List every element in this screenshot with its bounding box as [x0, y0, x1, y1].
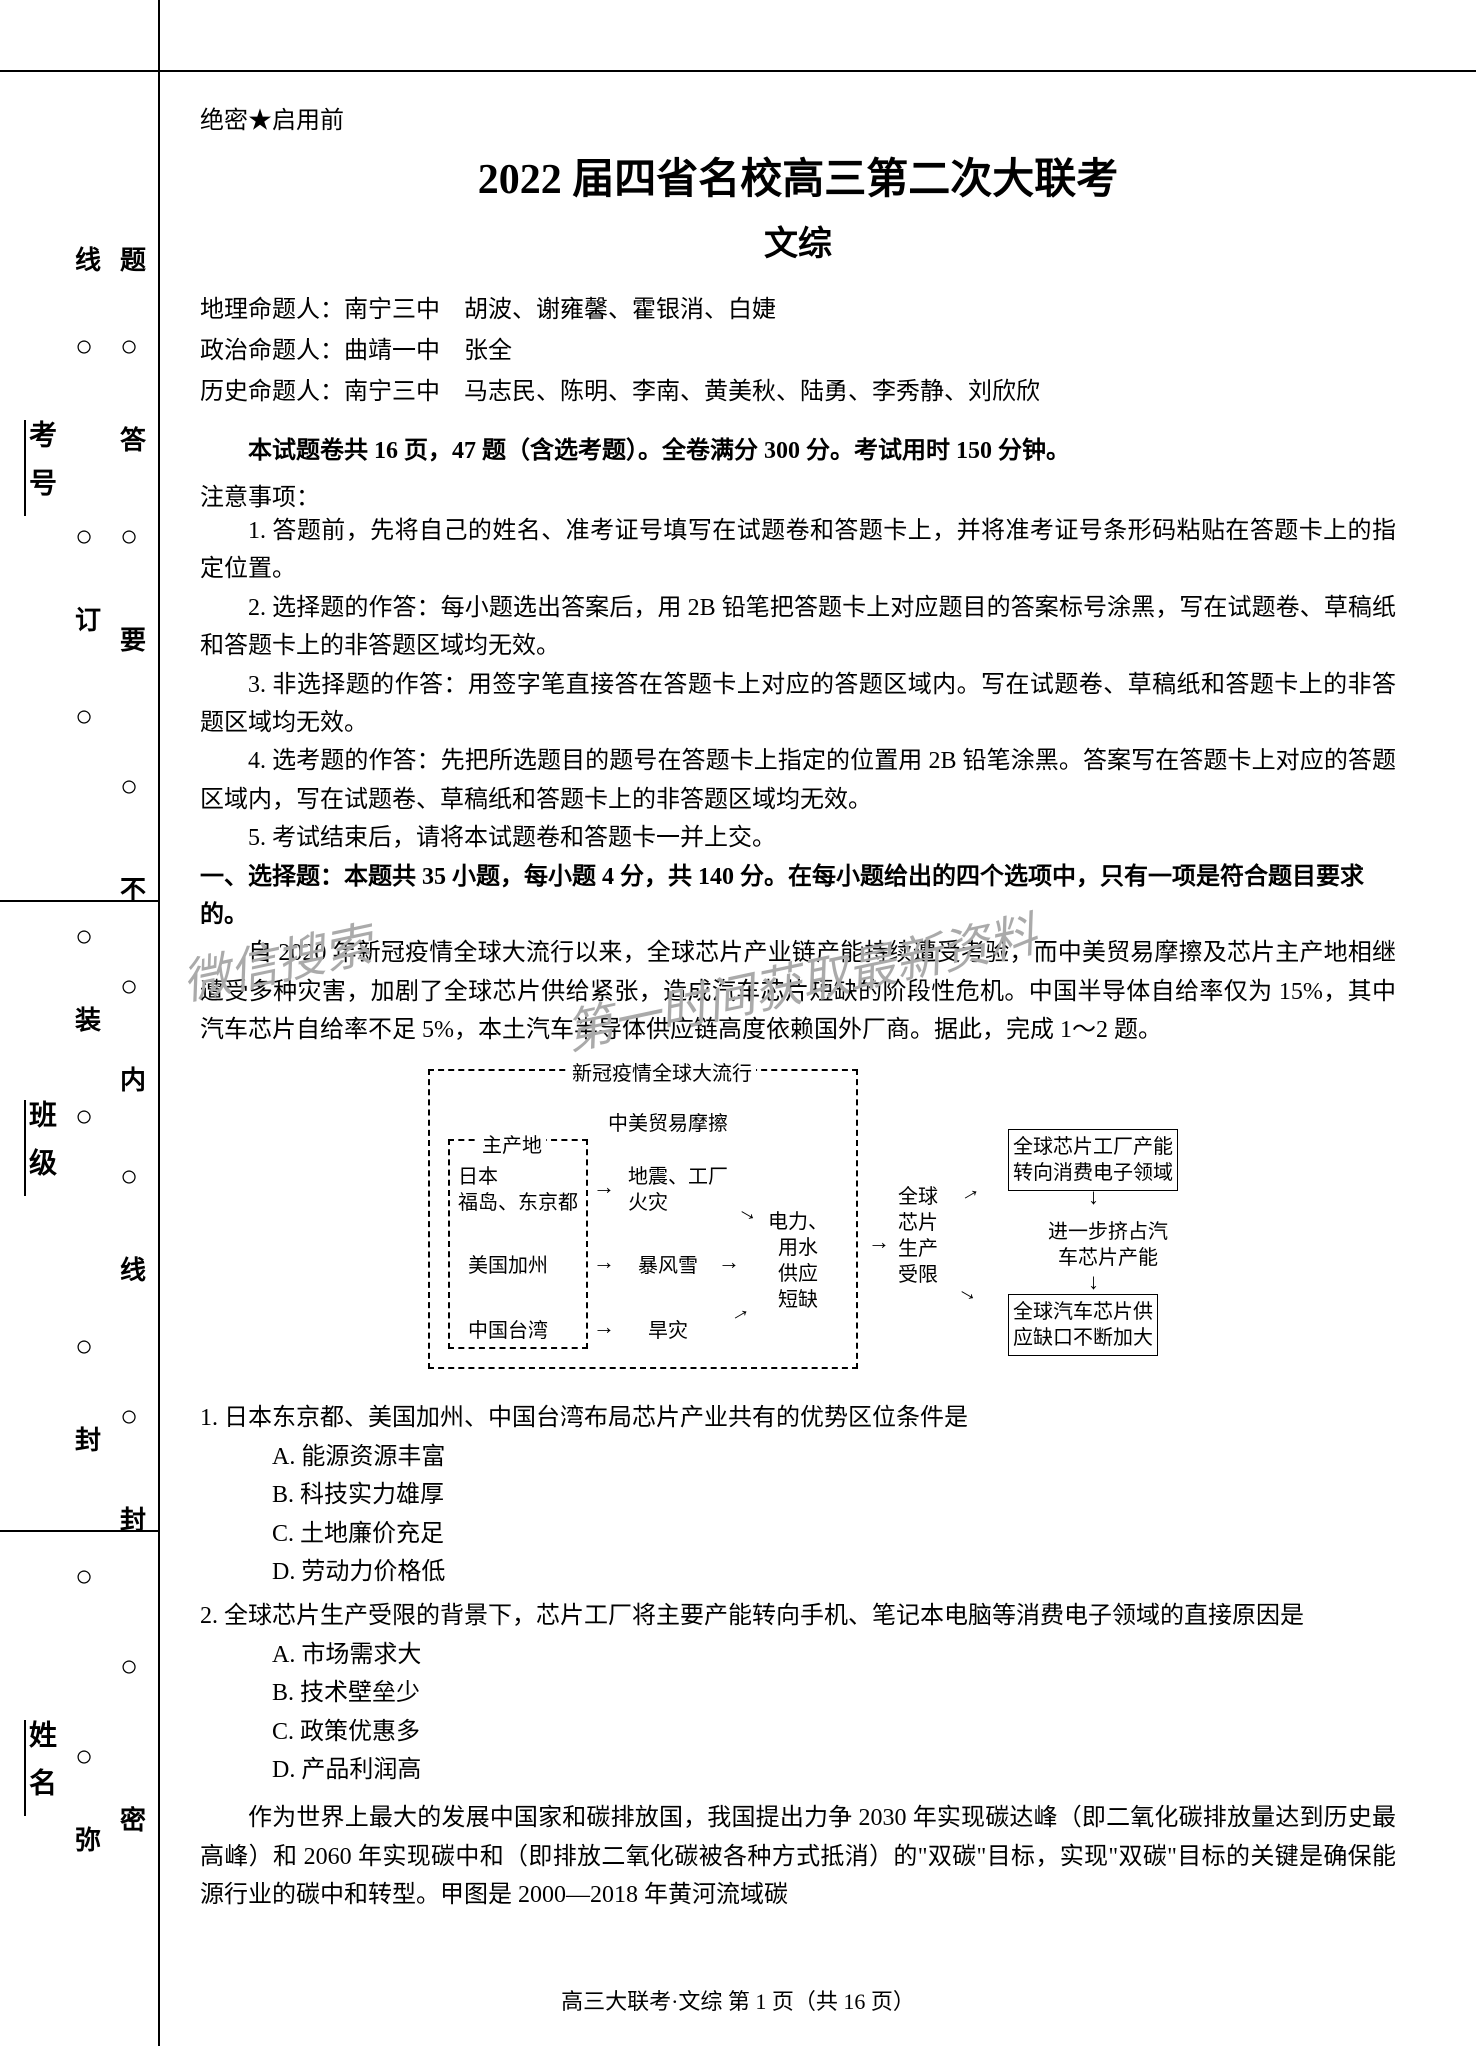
rail-char-feng: 封 [120, 1500, 146, 1537]
circle-icon: ○ [120, 970, 138, 1004]
author-pol: 政治命题人：曲靖一中 张全 [200, 330, 1396, 365]
rail-char-yao: 要 [120, 620, 146, 657]
q1-opt-d: D. 劳动力价格低 [272, 1553, 1396, 1591]
rail-char-ti: 题 [120, 240, 146, 277]
prefix-line: 绝密★启用前 [200, 100, 1396, 135]
intro-paragraph: 自 2020 年新冠疫情全球大流行以来，全球芯片产业链产能持续遭受考验，而中美贸… [200, 934, 1396, 1049]
doc-title: 2022 届四省名校高三第二次大联考 [200, 145, 1396, 206]
diag-result3: 全球汽车芯片供应缺口不断加大 [1008, 1294, 1158, 1356]
q1-opt-c: C. 土地廉价充足 [272, 1515, 1396, 1553]
arrow-icon: → [953, 1176, 985, 1210]
rail-char-mi: 密 [120, 1800, 146, 1837]
diag-limited: 全球芯片生产受限 [898, 1184, 938, 1288]
margin-label-name: 姓名 [20, 1720, 60, 1816]
arrow-icon: → [868, 1229, 890, 1255]
diag-storm: 暴风雪 [638, 1249, 698, 1278]
margin-label-class: 班级 [20, 1100, 60, 1196]
diag-result1: 全球芯片工厂产能转向消费电子领域 [1008, 1129, 1178, 1191]
page-footer: 高三大联考·文综 第 1 页（共 16 页） [0, 1984, 1476, 2016]
q2-opt-a: A. 市场需求大 [272, 1636, 1396, 1674]
diag-result2: 进一步挤占汽车芯片产能 [1048, 1219, 1168, 1271]
notice-3: 3. 非选择题的作答：用签字笔直接答在答题卡上对应的答题区域内。写在试题卷、草稿… [200, 666, 1396, 743]
left-margin: 考号 班级 姓名 线 ○ ○ 订 ○ ○ 装 ○ ○ 封 ○ ○ 弥 题 ○ 答… [0, 0, 160, 2046]
margin-label-exam-id: 考号 [20, 420, 60, 516]
q2: 2. 全球芯片生产受限的背景下，芯片工厂将主要产能转向手机、笔记本电脑等消费电子… [200, 1597, 1396, 1635]
diag-trade: 中美贸易摩擦 [608, 1107, 728, 1136]
diag-california: 美国加州 [468, 1249, 548, 1278]
diag-japan: 日本福岛、东京都 [458, 1164, 578, 1216]
rail-char-bu: 不 [120, 870, 146, 907]
diag-taiwan: 中国台湾 [468, 1314, 548, 1343]
arrow-down-icon: ↓ [1088, 1184, 1099, 1210]
notice-2: 2. 选择题的作答：每小题选出答案后，用 2B 铅笔把答题卡上对应题目的答案标号… [200, 589, 1396, 666]
diag-top-label: 新冠疫情全球大流行 [568, 1057, 756, 1086]
page-wrapper: 考号 班级 姓名 线 ○ ○ 订 ○ ○ 装 ○ ○ 封 ○ ○ 弥 题 ○ 答… [0, 0, 1476, 2046]
arrow-icon: → [593, 1174, 615, 1200]
diag-main-area: 主产地 [478, 1129, 546, 1158]
vertical-label-col-right: 题 ○ 答 ○ 要 ○ 不 ○ 内 ○ 线 ○ 封 ○ 密 [90, 0, 150, 2046]
circle-icon: ○ [120, 520, 138, 554]
next-paragraph: 作为世界上最大的发展中国家和碳排放国，我国提出力争 2030 年实现碳达峰（即二… [200, 1799, 1396, 1914]
q1-opt-a: A. 能源资源丰富 [272, 1438, 1396, 1476]
vertical-label-col-left: 考号 班级 姓名 线 ○ ○ 订 ○ ○ 装 ○ ○ 封 ○ ○ 弥 [20, 0, 80, 2046]
q2-opt-c: C. 政策优惠多 [272, 1713, 1396, 1751]
circle-icon: ○ [120, 330, 138, 364]
author-his: 历史命题人：南宁三中 马志民、陈明、李南、黄美秋、陆勇、李秀静、刘欣欣 [200, 371, 1396, 406]
q2-opt-d: D. 产品利润高 [272, 1751, 1396, 1789]
rail-char-da: 答 [120, 420, 146, 457]
author-geo: 地理命题人：南宁三中 胡波、谢雍馨、霍银消、白婕 [200, 289, 1396, 324]
diag-earthquake: 地震、工厂火灾 [628, 1164, 728, 1216]
section-heading: 一、选择题：本题共 35 小题，每小题 4 分，共 140 分。在每小题给出的四… [200, 858, 1396, 935]
q2-opt-b: B. 技术壁垒少 [272, 1674, 1396, 1712]
q1-opt-b: B. 科技实力雄厚 [272, 1476, 1396, 1514]
content-area: 绝密★启用前 2022 届四省名校高三第二次大联考 文综 地理命题人：南宁三中 … [160, 0, 1476, 2046]
arrow-down-icon: ↓ [1088, 1269, 1099, 1295]
exam-info: 本试题卷共 16 页，47 题（含选考题）。全卷满分 300 分。考试用时 15… [200, 430, 1396, 465]
arrow-icon: → [953, 1276, 985, 1310]
diag-drought: 旱灾 [648, 1314, 688, 1343]
diag-shortage: 电力、用水供应短缺 [768, 1209, 828, 1313]
notice-header: 注意事项： [200, 477, 1396, 512]
circle-icon: ○ [120, 1650, 138, 1684]
arrow-icon: → [593, 1249, 615, 1275]
notice-5: 5. 考试结束后，请将本试题卷和答题卡一并上交。 [200, 819, 1396, 857]
notice-4: 4. 选考题的作答：先把所选题目的题号在答题卡上指定的位置用 2B 铅笔涂黑。答… [200, 742, 1396, 819]
chip-diagram: 新冠疫情全球大流行 中美贸易摩擦 主产地 日本福岛、东京都 美国加州 中国台湾 … [348, 1069, 1248, 1379]
rail-char-xian: 线 [120, 1250, 146, 1287]
doc-subtitle: 文综 [200, 216, 1396, 265]
arrow-icon: → [718, 1249, 740, 1275]
rail-char-nei: 内 [120, 1060, 146, 1097]
circle-icon: ○ [120, 770, 138, 804]
circle-icon: ○ [120, 1160, 138, 1194]
circle-icon: ○ [120, 1400, 138, 1434]
arrow-icon: → [593, 1314, 615, 1340]
notice-1: 1. 答题前，先将自己的姓名、准考证号填写在试题卷和答题卡上，并将准考证号条形码… [200, 512, 1396, 589]
q1: 1. 日本东京都、美国加州、中国台湾布局芯片产业共有的优势区位条件是 [200, 1399, 1396, 1437]
